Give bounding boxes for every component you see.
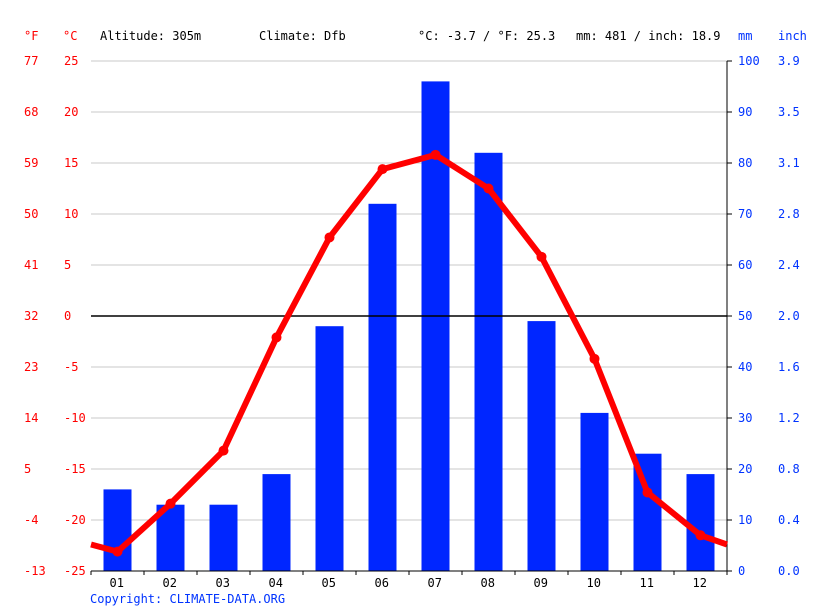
temperature-point [112, 546, 123, 557]
month-label: 07 [427, 576, 442, 590]
temperature-point [165, 498, 176, 509]
temperature-point [218, 445, 229, 456]
axis-tick-label: 40 [738, 360, 753, 374]
precipitation-bars [103, 81, 715, 572]
axis-tick-label: 41 [24, 258, 39, 272]
axis-tick-label: 10 [738, 513, 753, 527]
precipitation-bar [262, 474, 291, 571]
axis-tick-label: 68 [24, 105, 39, 119]
month-label: 10 [586, 576, 601, 590]
precipitation-bar [103, 489, 132, 571]
month-label: 02 [162, 576, 177, 590]
temperature-point [589, 353, 600, 364]
axis-tick-label: 3.5 [778, 105, 800, 119]
month-label: 08 [480, 576, 495, 590]
axis-tick-label: 20 [64, 105, 79, 119]
fahrenheit-unit-label: °F [24, 29, 39, 43]
axis-tick-label: 0 [64, 309, 72, 323]
month-label: 01 [109, 576, 124, 590]
axis-tick-label: 70 [738, 207, 753, 221]
month-label: 09 [533, 576, 548, 590]
axis-tick-label: 5 [64, 258, 72, 272]
temperature-line [90, 149, 728, 557]
axis-tick-label: 0.8 [778, 462, 800, 476]
axis-tick-label: -25 [64, 564, 86, 578]
temperature-point [483, 183, 494, 194]
axis-tick-label: -4 [24, 513, 39, 527]
month-label: 11 [639, 576, 654, 590]
axis-tick-label: 2.0 [778, 309, 800, 323]
axis-tick-label: 100 [738, 54, 760, 68]
axis-tick-label: 0.4 [778, 513, 800, 527]
temperature-point [377, 164, 388, 175]
grid-lines [91, 60, 732, 572]
axis-tick-label: 60 [738, 258, 753, 272]
axis-tick-label: 10 [64, 207, 79, 221]
axis-tick-label: 80 [738, 156, 753, 170]
axis-tick-label: 1.6 [778, 360, 800, 374]
temperature-point [695, 530, 706, 541]
precipitation-bar [368, 203, 397, 572]
month-label: 03 [215, 576, 230, 590]
precipitation-bar [474, 152, 503, 572]
copyright-link[interactable]: Copyright: CLIMATE-DATA.ORG [90, 592, 286, 606]
precipitation-bar [580, 412, 609, 571]
axis-tick-label: -15 [64, 462, 86, 476]
climate-label: Climate: Dfb [259, 29, 346, 43]
axis-tick-label: 3.9 [778, 54, 800, 68]
inch-unit-label: inch [778, 29, 807, 43]
axis-tick-label: 59 [24, 156, 39, 170]
axis-tick-label: 30 [738, 411, 753, 425]
axis-tick-label: 5 [24, 462, 32, 476]
month-label: 04 [268, 576, 283, 590]
precipitation-bar [209, 504, 238, 571]
precipitation-bar [315, 326, 344, 571]
axis-tick-label: 0.0 [778, 564, 800, 578]
precipitation-bar [686, 474, 715, 571]
axis-tick-label: 50 [738, 309, 753, 323]
precipitation-bar [527, 321, 556, 571]
month-label: 06 [374, 576, 389, 590]
month-label: 05 [321, 576, 336, 590]
temperature-point [536, 251, 547, 262]
axis-tick-label: 2.8 [778, 207, 800, 221]
axis-tick-label: 77 [24, 54, 39, 68]
axis-tick-label: -10 [64, 411, 86, 425]
x-axis-ticks [90, 571, 728, 575]
axis-tick-label: -5 [64, 360, 79, 374]
temperature-point [324, 232, 335, 243]
axis-tick-label: 2.4 [778, 258, 800, 272]
axis-tick-label: 90 [738, 105, 753, 119]
axis-tick-label: 32 [24, 309, 39, 323]
axis-tick-label: -20 [64, 513, 86, 527]
axis-tick-label: 23 [24, 360, 39, 374]
axis-tick-label: 1.2 [778, 411, 800, 425]
temperature-summary: °C: -3.7 / °F: 25.3 [418, 29, 556, 43]
altitude-label: Altitude: 305m [100, 29, 202, 43]
precipitation-summary: mm: 481 / inch: 18.9 [576, 29, 721, 43]
axis-tick-label: 3.1 [778, 156, 800, 170]
temperature-point [642, 487, 653, 498]
axis-tick-label: 14 [24, 411, 39, 425]
mm-unit-label: mm [738, 29, 753, 43]
axis-tick-label: 25 [64, 54, 79, 68]
axis-tick-label: 15 [64, 156, 79, 170]
temperature-point [430, 149, 441, 160]
celsius-unit-label: °C [63, 29, 78, 43]
temperature-point [271, 332, 282, 343]
axis-tick-label: -13 [24, 564, 46, 578]
month-label: 12 [692, 576, 707, 590]
axis-tick-label: 20 [738, 462, 753, 476]
axis-tick-label: 0 [738, 564, 746, 578]
axis-tick-label: 50 [24, 207, 39, 221]
